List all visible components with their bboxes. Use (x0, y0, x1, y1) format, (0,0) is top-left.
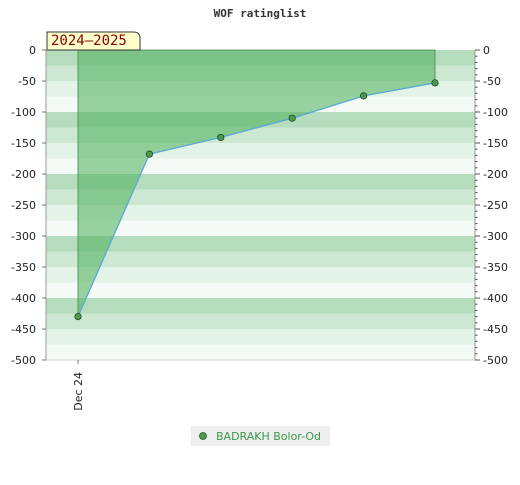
legend-marker (199, 432, 207, 440)
data-point (74, 312, 82, 321)
y-tick-label-left: -400 (11, 292, 36, 305)
background-band (46, 298, 475, 314)
y-tick-label-right: -450 (483, 323, 508, 336)
y-tick-label-left: -150 (11, 137, 36, 150)
season-label: 2024–2025 (51, 33, 127, 49)
y-tick-label-left: 0 (29, 44, 36, 57)
chart-title: WOF ratinglist (214, 7, 307, 20)
y-tick-label-right: -150 (483, 137, 508, 150)
data-point (431, 79, 439, 87)
y-tick-label-right: -50 (483, 75, 501, 88)
background-band (46, 236, 475, 252)
y-tick-label-left: -450 (11, 323, 36, 336)
y-tick-label-left: -250 (11, 199, 36, 212)
season-label-box: 2024–2025 (46, 31, 141, 51)
y-axis-right: 0 -50 -100 -150 -200 -250 -300 -350 -400 -450 -500 (475, 44, 508, 367)
y-tick-label-left: -500 (11, 354, 36, 367)
y-tick-label-left: -50 (18, 75, 36, 88)
background-band (46, 174, 475, 190)
x-axis: Dec 24 (72, 360, 85, 411)
data-point (145, 150, 153, 158)
background-band (46, 205, 475, 221)
y-tick-label-right: 0 (483, 44, 490, 57)
background-band (46, 251, 475, 267)
background-band (46, 267, 475, 283)
series-line (77, 82, 436, 317)
background-band (46, 313, 475, 329)
y-tick-label-right: -350 (483, 261, 508, 274)
y-tick-label-left: -200 (11, 168, 36, 181)
data-point (359, 92, 368, 100)
legend-entry: BADRAKH Bolor-Od (216, 430, 321, 443)
y-tick-label-right: -250 (483, 199, 508, 212)
background-band (46, 329, 475, 345)
background-band (46, 158, 475, 174)
background-band (46, 220, 475, 236)
y-tick-label-right: -300 (483, 230, 508, 243)
data-point (217, 133, 225, 142)
y-tick-label-right: -500 (483, 354, 508, 367)
data-point (288, 114, 296, 122)
legend: BADRAKH Bolor-Od (191, 426, 330, 446)
y-tick-label-right: -200 (483, 168, 508, 181)
y-tick-label-left: -100 (11, 106, 36, 119)
legend-box (191, 426, 330, 446)
season-label-bg (46, 31, 141, 51)
background-band (46, 282, 475, 298)
series-layer (74, 79, 439, 321)
y-tick-label-left: -350 (11, 261, 36, 274)
x-tick-label: Dec 24 (72, 372, 85, 411)
background-band (46, 344, 475, 360)
y-tick-label-right: -100 (483, 106, 508, 119)
y-axis-left: 0 -50 -100 -150 -200 -250 -300 -350 -400 -450 -500 (11, 44, 46, 367)
background-band (46, 189, 475, 205)
y-tick-label-left: -300 (11, 230, 36, 243)
y-tick-label-right: -400 (483, 292, 508, 305)
